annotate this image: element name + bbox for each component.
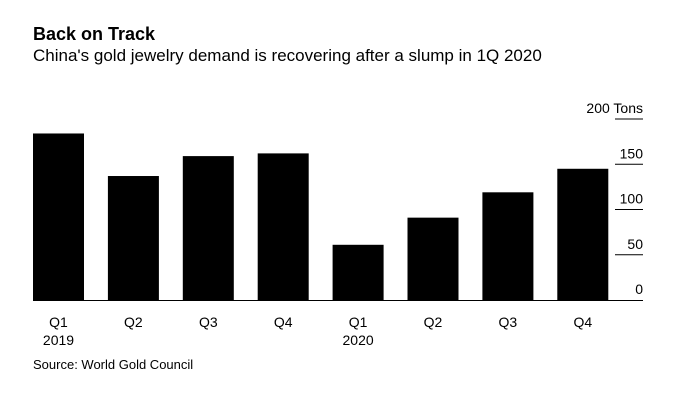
y-tick-label: 100 [620, 191, 644, 207]
y-tick-label: 150 [620, 145, 644, 161]
x-tick-label: Q4 [274, 314, 293, 330]
x-tick-label: Q1 [49, 314, 68, 330]
axes: 0 50 100 150 200 Tons Q1 2019 Q2 Q3 Q4 Q1 2020 Q2 Q3 Q… [33, 100, 643, 348]
chart-subtitle: China's gold jewelry demand is recoverin… [33, 46, 542, 65]
bar [257, 153, 309, 300]
x-tick-label: Q4 [573, 314, 592, 330]
gridlines [615, 118, 643, 256]
y-tick-label: 0 [635, 281, 643, 297]
bar [33, 133, 84, 300]
x-tick-label: Q2 [424, 314, 443, 330]
bar [332, 244, 384, 300]
bar [482, 192, 534, 300]
bar [407, 217, 459, 300]
x-year-label: 2019 [43, 332, 74, 348]
bar [107, 176, 159, 300]
x-tick-label: Q1 [349, 314, 368, 330]
chart-source: Source: World Gold Council [33, 357, 194, 372]
chart-title: Back on Track [33, 24, 156, 44]
x-tick-label: Q2 [124, 314, 143, 330]
x-year-label: 2020 [343, 332, 374, 348]
y-tick-label: 50 [627, 236, 643, 252]
x-tick-label: Q3 [499, 314, 518, 330]
bar [182, 156, 234, 300]
y-tick-label: 200 Tons [586, 100, 643, 116]
bar [557, 168, 609, 300]
bars [33, 133, 609, 300]
x-tick-label: Q3 [199, 314, 218, 330]
